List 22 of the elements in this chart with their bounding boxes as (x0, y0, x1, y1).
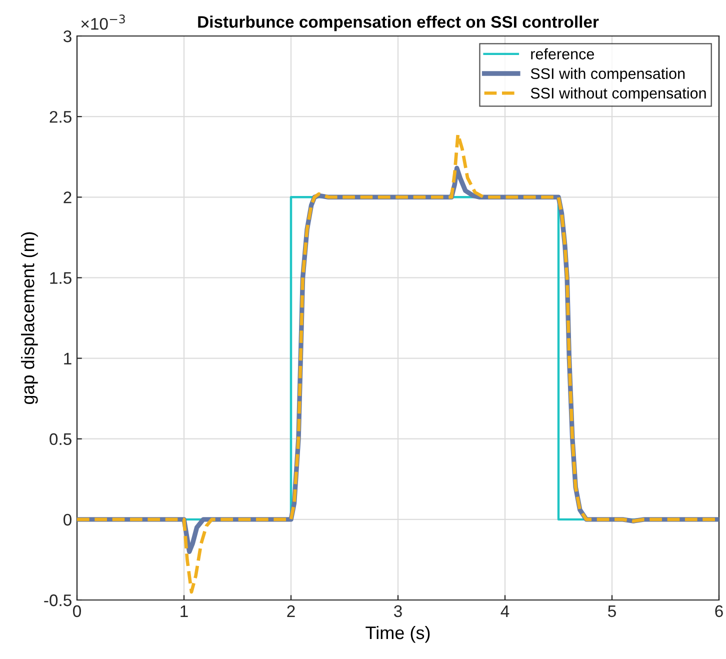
y-axis-title: gap displacement (m) (21, 232, 38, 404)
x-tick-label: 5 (608, 605, 616, 618)
y-tick-label: 0 (64, 514, 72, 526)
y-tick-label: 2.5 (50, 110, 72, 123)
y-tick-label: 0.5 (50, 433, 72, 446)
x-axis-title: Time (s) (366, 626, 430, 643)
x-tick-label: 1 (180, 605, 188, 617)
legend-label: reference (531, 48, 594, 60)
y-tick-label: 1.5 (50, 272, 72, 284)
chart-title: Disturbunce compensation effect on SSI controller (198, 16, 599, 32)
text: ×10$^{−3}$ (81, 14, 125, 30)
y-tick-label: 2 (64, 192, 72, 204)
x-tick-label: 3 (394, 605, 402, 618)
legend-label: SSI with compensation (530, 68, 685, 82)
x-tick-label: 6 (715, 605, 723, 618)
x-tick-label: 2 (287, 605, 295, 617)
legend-label: SSI without compensation (530, 87, 706, 102)
x-tick-label: 0 (73, 605, 81, 618)
y-tick-label: 3 (64, 30, 72, 42)
y-tick-label: 1 (64, 352, 72, 364)
y-tick-label: -0.5 (44, 594, 72, 606)
x-tick-label: 4 (500, 605, 510, 617)
